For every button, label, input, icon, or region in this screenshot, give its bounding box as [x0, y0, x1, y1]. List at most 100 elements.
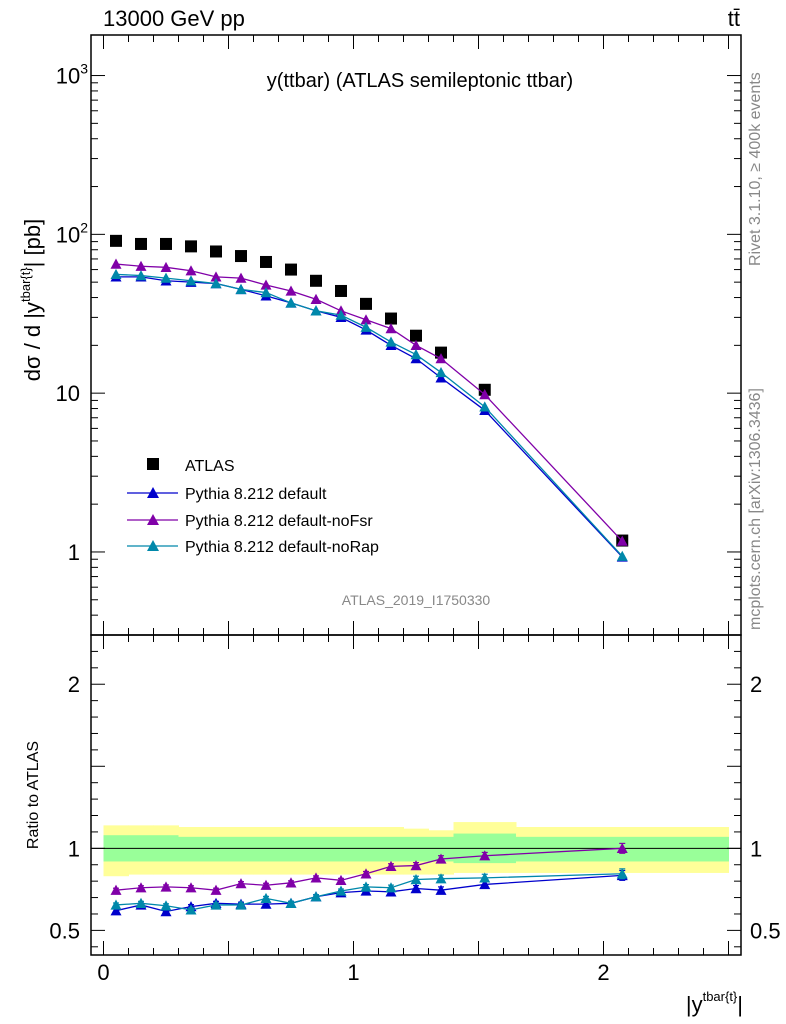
ratio-ylabel: Ratio to ATLAS [25, 741, 42, 849]
ratio-point-default [435, 884, 447, 895]
main-point-noFsr [260, 279, 272, 290]
ratio-point-noRap [435, 873, 447, 884]
xlabel-superscript: tbar{t} [703, 989, 738, 1004]
main-point-data [385, 312, 397, 325]
main-point-noFsr [135, 260, 147, 271]
main-point-noFsr [210, 271, 222, 282]
ratio-band-inner [353, 836, 379, 862]
process-label: tt̄ [728, 6, 740, 31]
ratio-point-noRap [210, 899, 222, 910]
main-ytick-label: 10 [56, 381, 80, 406]
main-plot-title: y(ttbar) (ATLAS semileptonic ttbar) [267, 70, 573, 92]
ratio-ytick-label-left: 0.5 [49, 918, 80, 943]
main-point-noRap [210, 278, 222, 289]
main-point-data [285, 263, 297, 276]
ratio-band-inner [378, 836, 404, 862]
main-point-data [360, 297, 372, 310]
main-point-data [410, 329, 422, 342]
ratio-band-inner [278, 836, 304, 862]
ratio-point-default [479, 878, 491, 890]
main-ylabel-suffix: | [pb] [20, 219, 45, 268]
ratio-ytick-label-left: 1 [68, 836, 80, 861]
analysis-id: ATLAS_2019_I1750330 [342, 592, 491, 608]
ratio-line-noRap [115, 873, 623, 911]
ratio-band-inner [253, 836, 279, 862]
energy-label: 13000 GeV pp [103, 6, 245, 31]
legend-label-nofsr: Pythia 8.212 default-noFsr [185, 513, 373, 530]
legend-marker-data [147, 458, 159, 470]
ratio-uncertainty-bands [91, 822, 741, 877]
main-ylabel: dσ / d |ytbar{t}| [pb] [18, 219, 45, 381]
main-ytick-label: 1 [68, 540, 80, 565]
ratio-point-default [160, 906, 172, 917]
main-point-noFsr [479, 389, 491, 400]
ratio-band-inner [178, 836, 204, 862]
main-point-data [260, 255, 272, 268]
ratio-point-noFsr [410, 860, 422, 871]
ratio-point-noRap [285, 897, 297, 908]
legend-label-data: ATLAS [185, 458, 235, 475]
main-point-data [135, 237, 147, 250]
ratio-point-noRap [260, 892, 272, 904]
main-point-data [210, 245, 222, 258]
ratio-point-noFsr [335, 874, 347, 886]
xtick-label: 1 [347, 960, 359, 985]
ratio-point-noFsr [110, 884, 122, 895]
ratio-line-noFsr [115, 847, 623, 891]
main-point-noFsr [160, 261, 172, 272]
main-point-noRap [260, 287, 272, 298]
legend: ATLAS Pythia 8.212 default Pythia 8.212 … [127, 458, 379, 556]
ratio-point-default [410, 883, 422, 894]
ratio-band-inner [328, 836, 354, 862]
ratio-point-noFsr [135, 882, 147, 893]
ratio-point-noFsr [160, 881, 172, 892]
main-point-data [160, 237, 172, 250]
ratio-point-noFsr [285, 877, 297, 888]
main-point-noFsr [110, 258, 122, 269]
main-line-noFsr [115, 263, 623, 542]
main-point-noRap [135, 270, 147, 281]
ratio-point-noRap [335, 885, 347, 896]
ratio-ytick-label-right: 2 [750, 672, 762, 697]
ratio-point-noRap [135, 897, 147, 908]
ratio-point-noFsr [185, 882, 197, 893]
ratio-point-default [260, 898, 272, 909]
ratio-point-noRap [385, 882, 397, 893]
ratio-band-inner [228, 836, 254, 862]
main-point-noRap [185, 275, 197, 286]
main-point-noFsr [410, 339, 422, 351]
main-point-noFsr [310, 293, 322, 304]
ratio-point-noFsr [310, 872, 322, 883]
xlabel-prefix: |y [686, 992, 703, 1017]
ratio-point-noRap [310, 891, 322, 902]
main-point-noRap [235, 283, 247, 295]
ratio-band-inner [303, 836, 329, 862]
main-ytick-label: 102 [56, 219, 88, 247]
legend-marker-norap [147, 540, 159, 551]
main-point-noFsr [385, 323, 397, 334]
ratio-point-noRap [110, 899, 122, 910]
xlabel: |ytbar{t}| [686, 989, 743, 1017]
main-point-noRap [110, 268, 122, 280]
xtick-label: 0 [97, 960, 109, 985]
main-point-data [335, 284, 347, 297]
ratio-point-noRap [616, 868, 628, 879]
svg-text:dσ / d |ytbar{t}| [pb]: dσ / d |ytbar{t}| [pb] [18, 219, 45, 381]
ratio-point-noRap [360, 881, 372, 892]
main-ylabel-superscript: tbar{t} [18, 267, 33, 302]
main-ytick-label-exp: 3 [80, 61, 88, 77]
main-point-default [435, 372, 447, 383]
ratio-point-noRap [479, 872, 491, 883]
ratio-point-noFsr [260, 879, 272, 890]
main-point-noRap [285, 297, 297, 308]
main-point-noRap [335, 309, 347, 320]
ratio-band-inner [403, 836, 429, 862]
main-point-data [110, 234, 122, 247]
ratio-point-noRap [160, 900, 172, 911]
ratio-axis-ticks: 0.5 0.5 1 1 2 2 0 1 2 [49, 634, 781, 985]
ratio-point-default [110, 905, 122, 916]
xtick-label: 2 [597, 960, 609, 985]
main-ytick-label-base: 10 [56, 222, 80, 247]
ratio-point-noFsr [616, 842, 628, 854]
